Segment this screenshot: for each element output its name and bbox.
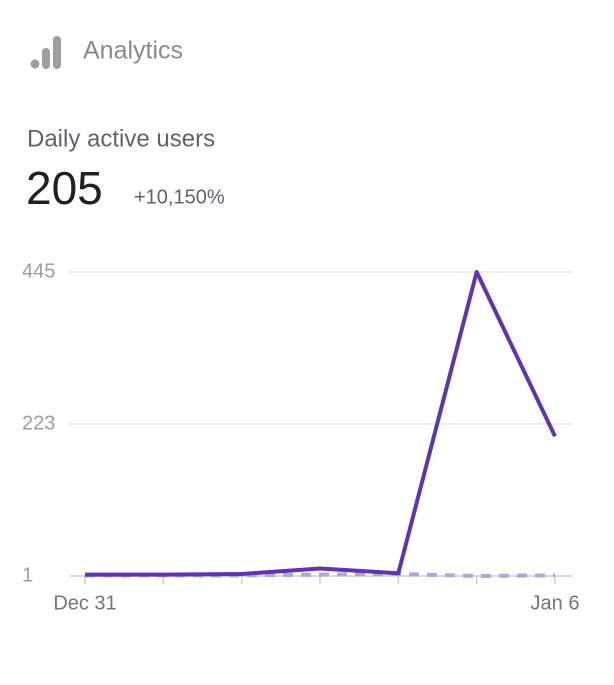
y-tick-label: 1 xyxy=(22,564,33,586)
analytics-icon xyxy=(30,36,61,69)
x-tick-label: Jan 6 xyxy=(531,592,580,614)
y-tick-label: 223 xyxy=(22,412,55,434)
metric-label: Daily active users xyxy=(27,125,215,152)
series-line xyxy=(85,270,557,577)
y-tick-label: 445 xyxy=(22,260,55,282)
x-tick-label: Dec 31 xyxy=(53,592,116,614)
metric-value: 205 xyxy=(26,162,103,214)
metric-change: +10,150% xyxy=(134,186,225,208)
app-title: Analytics xyxy=(83,37,183,65)
